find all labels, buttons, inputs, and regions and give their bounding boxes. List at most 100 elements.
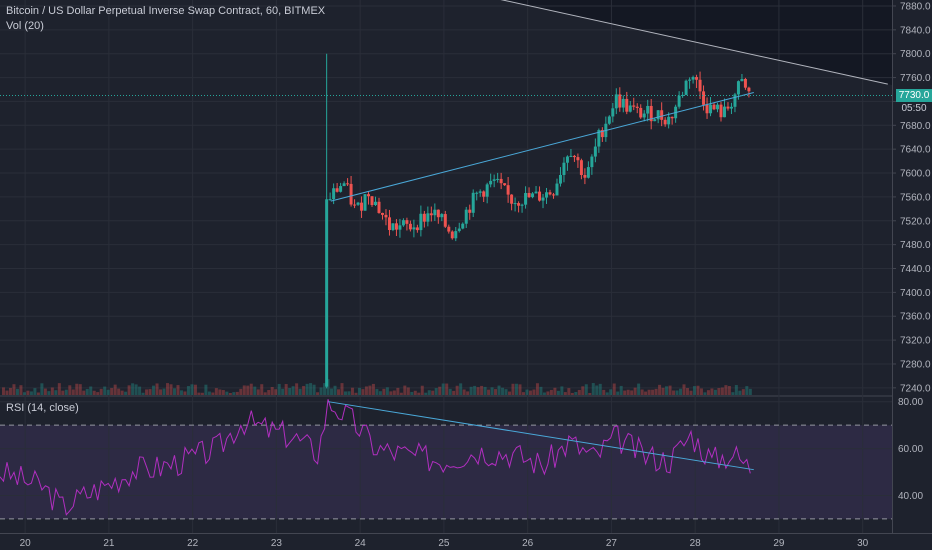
candle-body [349,183,353,205]
volume-bar [570,392,574,395]
candle-body [702,91,706,105]
volume-bar [567,388,571,395]
volume-bar [148,389,152,395]
candle-body [656,110,660,120]
volume-bar [420,385,424,395]
candle-body [356,202,360,205]
volume-bar [637,383,641,395]
volume-bar [658,384,662,395]
rsi-tick-label: 40.00 [898,491,923,502]
candle-body [384,214,388,218]
volume-bar [647,389,651,395]
price-tick-label: 7400.0 [900,288,931,299]
volume-bar [110,388,114,395]
volume-bar [675,390,679,395]
candle-body [733,94,737,107]
volume-bar [85,388,89,395]
rsi-line [0,399,751,516]
volume-bar [473,385,477,395]
candle-body [436,209,440,218]
candle-body [405,220,409,224]
volume-bar [340,383,344,395]
volume-bar [347,391,351,395]
volume-bar [382,388,386,395]
candle-body [562,162,566,175]
volume-legend[interactable]: Vol (20) [6,20,44,32]
volume-bar [438,386,442,395]
volume-bar [392,390,396,395]
candle-body [621,98,625,108]
rsi-legend[interactable]: RSI (14, close) [6,402,79,414]
volume-bar [630,390,634,395]
volume-bar [406,387,410,395]
volume-bar [692,386,696,395]
candle-body [387,217,391,231]
volume-bar [497,385,501,395]
last-price-badge: 7730.0 05:50 [896,88,932,115]
volume-bar [375,389,379,395]
volume-bar [120,390,124,395]
candle-body [600,130,604,138]
volume-bar [619,385,623,395]
volume-bar [145,389,149,395]
volume-bar [312,384,316,395]
volume-bar [159,389,163,395]
volume-bar [350,387,354,395]
candle-body [496,178,500,180]
volume-bar [563,392,567,395]
volume-bar [298,388,302,395]
volume-bar [218,389,222,395]
volume-bar [539,386,543,395]
volume-bar [487,389,491,395]
candle-body [611,108,615,117]
volume-bar [546,391,550,395]
price-tick-label: 7240.0 [900,383,931,394]
volume-bar [309,383,313,395]
price-tick-label: 7480.0 [900,240,931,251]
volume-bar [61,390,65,395]
volume-bar [246,385,250,395]
volume-bar [734,385,738,395]
volume-bar [319,387,323,395]
candle-body [625,98,629,112]
price-tick-label: 7600.0 [900,169,931,180]
candle-body [618,94,622,108]
candle-body [716,104,720,110]
volume-bar [47,391,51,395]
candle-body [408,223,412,230]
candle-body [394,223,398,230]
volume-bar [166,383,170,395]
volume-bar [731,392,735,395]
candle-body [548,192,552,195]
volume-bar [57,383,61,395]
price-tick-label: 7560.0 [900,192,931,203]
candle-body [607,116,611,124]
volume-bar [260,384,264,395]
candle-body [506,185,510,195]
candle-body [503,183,507,186]
volume-bar [549,389,553,395]
candle-body [419,213,423,231]
candle-body [429,213,433,216]
volume-bar [494,389,498,395]
volume-bar [8,387,12,395]
candle-body [339,186,343,192]
volume-bar [452,390,456,395]
candle-body [558,174,562,184]
candle-body [705,104,709,114]
volume-bar [403,385,407,395]
volume-bar [106,389,110,395]
candle-body [447,226,451,232]
candle-body [649,105,653,122]
volume-bar [323,383,327,395]
candle-body [709,104,713,114]
volume-bar [483,386,487,395]
candle-body [719,104,723,118]
volume-bar [270,386,274,395]
rsi-tick-label: 80.00 [898,397,923,408]
volume-bars [1,379,752,395]
symbol-title[interactable]: Bitcoin / US Dollar Perpetual Inverse Sw… [6,5,326,17]
volume-bar [228,392,232,395]
